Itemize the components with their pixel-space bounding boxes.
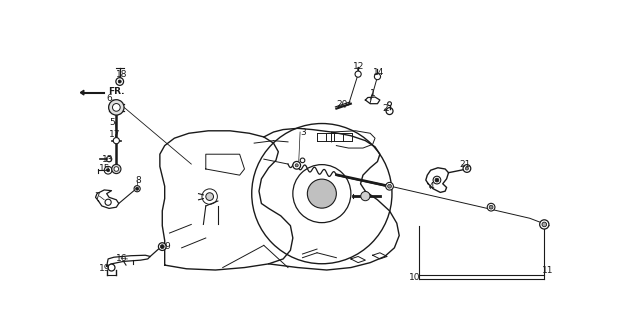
Circle shape: [386, 182, 393, 190]
Text: 6: 6: [107, 94, 112, 103]
Text: 20: 20: [337, 100, 348, 109]
Circle shape: [112, 104, 120, 111]
Circle shape: [116, 78, 124, 85]
Circle shape: [160, 245, 164, 249]
Circle shape: [206, 193, 214, 200]
Circle shape: [360, 191, 370, 201]
Text: 21: 21: [460, 160, 471, 169]
Circle shape: [487, 203, 495, 211]
Text: 2: 2: [382, 104, 388, 113]
Text: 5: 5: [109, 118, 115, 127]
Text: 3: 3: [300, 128, 306, 137]
Text: 16: 16: [116, 254, 128, 263]
Circle shape: [134, 186, 140, 192]
Circle shape: [539, 220, 549, 229]
Text: 12: 12: [354, 62, 365, 71]
Circle shape: [387, 102, 391, 106]
Circle shape: [108, 264, 115, 271]
Text: 18: 18: [116, 70, 128, 79]
Text: 17: 17: [109, 130, 121, 139]
Circle shape: [107, 169, 110, 172]
Circle shape: [387, 184, 391, 188]
Text: 1: 1: [371, 89, 376, 98]
Circle shape: [136, 187, 139, 190]
Circle shape: [118, 80, 121, 83]
Text: 4: 4: [428, 182, 434, 191]
Circle shape: [158, 243, 166, 251]
Text: 10: 10: [409, 273, 420, 282]
Circle shape: [374, 74, 381, 80]
Circle shape: [109, 100, 124, 115]
Text: 11: 11: [542, 266, 553, 275]
Circle shape: [105, 199, 111, 205]
Circle shape: [489, 205, 493, 209]
Circle shape: [433, 176, 441, 184]
Circle shape: [300, 158, 305, 163]
Circle shape: [295, 164, 298, 167]
Text: 13: 13: [102, 155, 113, 164]
Circle shape: [465, 167, 468, 170]
Text: FR.: FR.: [108, 87, 124, 96]
Circle shape: [463, 165, 471, 172]
Text: 9: 9: [165, 242, 170, 251]
Circle shape: [114, 167, 119, 171]
Text: 15: 15: [99, 164, 111, 173]
Text: 14: 14: [372, 68, 384, 77]
Circle shape: [435, 178, 439, 182]
Polygon shape: [80, 90, 84, 95]
Circle shape: [307, 179, 337, 208]
Circle shape: [113, 138, 119, 144]
Circle shape: [355, 71, 361, 77]
Text: 19: 19: [99, 264, 111, 273]
Circle shape: [542, 222, 546, 227]
Circle shape: [112, 164, 121, 174]
Text: 7: 7: [95, 192, 100, 201]
Circle shape: [293, 162, 301, 169]
Text: 8: 8: [136, 176, 141, 185]
